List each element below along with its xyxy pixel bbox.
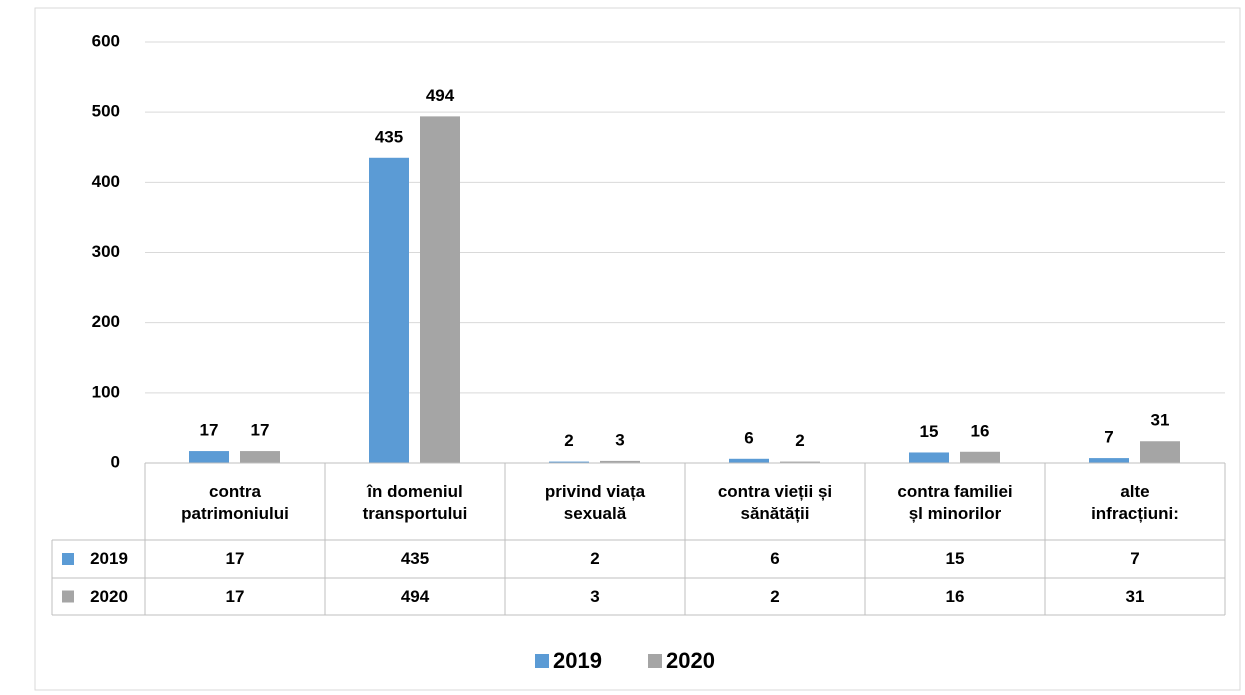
- table-value: 7: [1130, 549, 1140, 568]
- y-tick-label: 0: [111, 452, 120, 471]
- bar: [600, 460, 640, 463]
- category-label: contra familiei șl minorilor: [897, 481, 1013, 523]
- table-series-name: 2019: [90, 549, 128, 568]
- table-value: 2: [590, 549, 600, 568]
- legend-key: [535, 654, 549, 668]
- bar: [369, 157, 409, 463]
- data-label: 435: [375, 127, 403, 146]
- table-value: 2: [770, 586, 780, 606]
- table-value: 15: [945, 549, 965, 568]
- data-label: 17: [251, 421, 270, 440]
- y-tick-label: 200: [92, 312, 120, 331]
- category-label: contra patrimoniului: [181, 481, 289, 523]
- table-value: 17: [225, 586, 245, 606]
- data-label: 17: [200, 421, 219, 440]
- data-label: 2: [795, 431, 804, 450]
- bar: [420, 116, 460, 464]
- bar: [1089, 458, 1129, 463]
- bar: [729, 458, 769, 463]
- bar: [960, 451, 1000, 463]
- bar: [780, 461, 820, 463]
- y-tick-label: 400: [92, 172, 120, 191]
- legend-label: 2019: [553, 648, 602, 673]
- bar: [1140, 441, 1180, 463]
- bar: [909, 452, 949, 463]
- table-value: 16: [945, 586, 965, 606]
- y-tick-label: 500: [92, 102, 120, 121]
- table-value: 17: [225, 549, 245, 568]
- category-label: contra vieții și sănătății: [717, 481, 833, 523]
- data-label: 16: [971, 421, 990, 440]
- bar: [240, 451, 280, 463]
- data-label: 7: [1104, 428, 1113, 447]
- chart-border: [34, 7, 1241, 691]
- data-label: 3: [615, 430, 624, 449]
- table-legend-key: [62, 553, 74, 565]
- table-value: 435: [400, 549, 430, 568]
- y-tick-label: 100: [92, 382, 120, 401]
- data-label: 15: [920, 422, 939, 441]
- category-label: alte infracțiuni:: [1091, 481, 1179, 523]
- data-label: 494: [426, 86, 455, 105]
- legend-label: 2020: [666, 648, 715, 673]
- table-legend-key: [62, 590, 74, 603]
- table-value: 494: [400, 586, 430, 606]
- table-series-name: 2020: [90, 586, 128, 606]
- data-label: 31: [1151, 411, 1170, 430]
- y-tick-label: 300: [92, 242, 120, 261]
- legend-key: [648, 654, 662, 668]
- data-label: 6: [744, 428, 753, 447]
- y-tick-label: 600: [92, 31, 120, 50]
- category-label: privind viața sexuală: [544, 481, 646, 523]
- bar: [549, 461, 589, 463]
- data-label: 2: [564, 431, 573, 450]
- table-value: 6: [770, 549, 780, 568]
- category-label: în domeniul transportului: [362, 481, 468, 523]
- table-value: 3: [590, 586, 600, 606]
- table-value: 31: [1125, 586, 1145, 606]
- bar: [189, 451, 229, 463]
